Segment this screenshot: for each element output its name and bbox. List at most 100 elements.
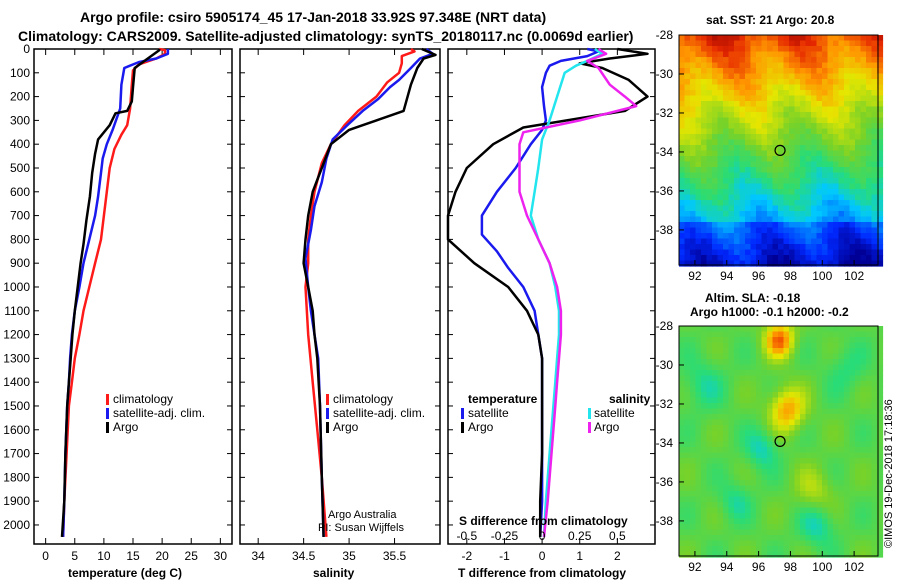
heatmap-cell <box>767 452 774 459</box>
heatmap-cell <box>701 430 708 437</box>
heatmap-cell <box>778 123 785 130</box>
heatmap-cell <box>750 342 757 349</box>
heatmap-cell <box>827 139 834 146</box>
heatmap-cell <box>690 200 697 207</box>
heatmap-cell <box>723 128 730 135</box>
heatmap-cell <box>811 463 818 470</box>
heatmap-cell <box>701 172 708 179</box>
heatmap-cell <box>805 139 812 146</box>
heatmap-cell <box>706 397 713 404</box>
heatmap-cell <box>855 244 862 251</box>
heatmap-cell <box>745 529 752 536</box>
heatmap-cell <box>728 342 735 349</box>
heatmap-cell <box>684 364 691 371</box>
heatmap-cell <box>794 244 801 251</box>
heatmap-cell <box>789 425 796 432</box>
heatmap-cell <box>756 205 763 212</box>
heatmap-cell <box>756 211 763 218</box>
heatmap-cell <box>750 546 757 553</box>
heatmap-cell <box>877 337 884 344</box>
heatmap-cell <box>838 123 845 130</box>
heatmap-cell <box>772 463 779 470</box>
heatmap-cell <box>849 414 856 421</box>
heatmap-cell <box>761 68 768 75</box>
heatmap-cell <box>750 227 757 234</box>
heatmap-cell <box>800 255 807 262</box>
heatmap-cell <box>800 408 807 415</box>
heatmap-cell <box>695 529 702 536</box>
heatmap-cell <box>866 106 873 113</box>
heatmap-cell <box>712 496 719 503</box>
heatmap-cell <box>772 68 779 75</box>
heatmap-cell <box>866 474 873 481</box>
heatmap-cell <box>811 46 818 53</box>
heatmap-cell <box>871 496 878 503</box>
heatmap-cell <box>772 178 779 185</box>
heatmap-cell <box>750 430 757 437</box>
heatmap-cell <box>805 353 812 360</box>
heatmap-cell <box>739 40 746 47</box>
heatmap-cell <box>679 35 686 42</box>
heatmap-cell <box>833 57 840 64</box>
heatmap-cell <box>855 485 862 492</box>
heatmap-cell <box>701 452 708 459</box>
heatmap-cell <box>783 260 790 267</box>
heatmap-cell <box>838 51 845 58</box>
heatmap-cell <box>783 101 790 108</box>
heatmap-cell <box>679 546 686 553</box>
heatmap-cell <box>827 452 834 459</box>
heatmap-cell <box>745 425 752 432</box>
heatmap-cell <box>706 469 713 476</box>
heatmap-cell <box>717 447 724 454</box>
heatmap-cell <box>750 408 757 415</box>
heatmap-cell <box>695 128 702 135</box>
heatmap-cell <box>717 35 724 42</box>
heatmap-cell <box>849 139 856 146</box>
heatmap-cell <box>877 485 884 492</box>
heatmap-cell <box>690 518 697 525</box>
heatmap-cell <box>734 139 741 146</box>
heatmap-cell <box>728 430 735 437</box>
heatmap-cell <box>745 370 752 377</box>
heatmap-cell <box>772 222 779 229</box>
heatmap-cell <box>844 106 851 113</box>
heatmap-cell <box>849 51 856 58</box>
depth-tick-label: 1800 <box>3 470 30 484</box>
heatmap-cell <box>701 535 708 542</box>
heatmap-cell <box>750 233 757 240</box>
heatmap-cell <box>679 540 686 547</box>
heatmap-cell <box>822 469 829 476</box>
heatmap-cell <box>745 496 752 503</box>
heatmap-cell <box>871 35 878 42</box>
heatmap-cell <box>761 414 768 421</box>
heatmap-cell <box>701 342 708 349</box>
heatmap-cell <box>827 502 834 509</box>
heatmap-cell <box>684 156 691 163</box>
heatmap-cell <box>717 183 724 190</box>
heatmap-cell <box>789 238 796 245</box>
heatmap-cell <box>833 480 840 487</box>
heatmap-cell <box>800 370 807 377</box>
heatmap-cell <box>717 502 724 509</box>
heatmap-cell <box>745 546 752 553</box>
heatmap-cell <box>723 156 730 163</box>
heatmap-cell <box>877 145 884 152</box>
heatmap-cell <box>816 507 823 514</box>
heatmap-cell <box>816 485 823 492</box>
heatmap-cell <box>822 150 829 157</box>
heatmap-cell <box>723 189 730 196</box>
heatmap-cell <box>756 524 763 531</box>
heatmap-cell <box>712 244 719 251</box>
heatmap-cell <box>816 73 823 80</box>
heatmap-cell <box>871 249 878 256</box>
heatmap-cell <box>734 474 741 481</box>
heatmap-cell <box>706 458 713 465</box>
heatmap-cell <box>805 156 812 163</box>
heatmap-cell <box>712 518 719 525</box>
heatmap-cell <box>838 419 845 426</box>
heatmap-cell <box>855 337 862 344</box>
heatmap-cell <box>844 244 851 251</box>
heatmap-cell <box>772 112 779 119</box>
heatmap-cell <box>789 233 796 240</box>
heatmap-cell <box>706 551 713 558</box>
